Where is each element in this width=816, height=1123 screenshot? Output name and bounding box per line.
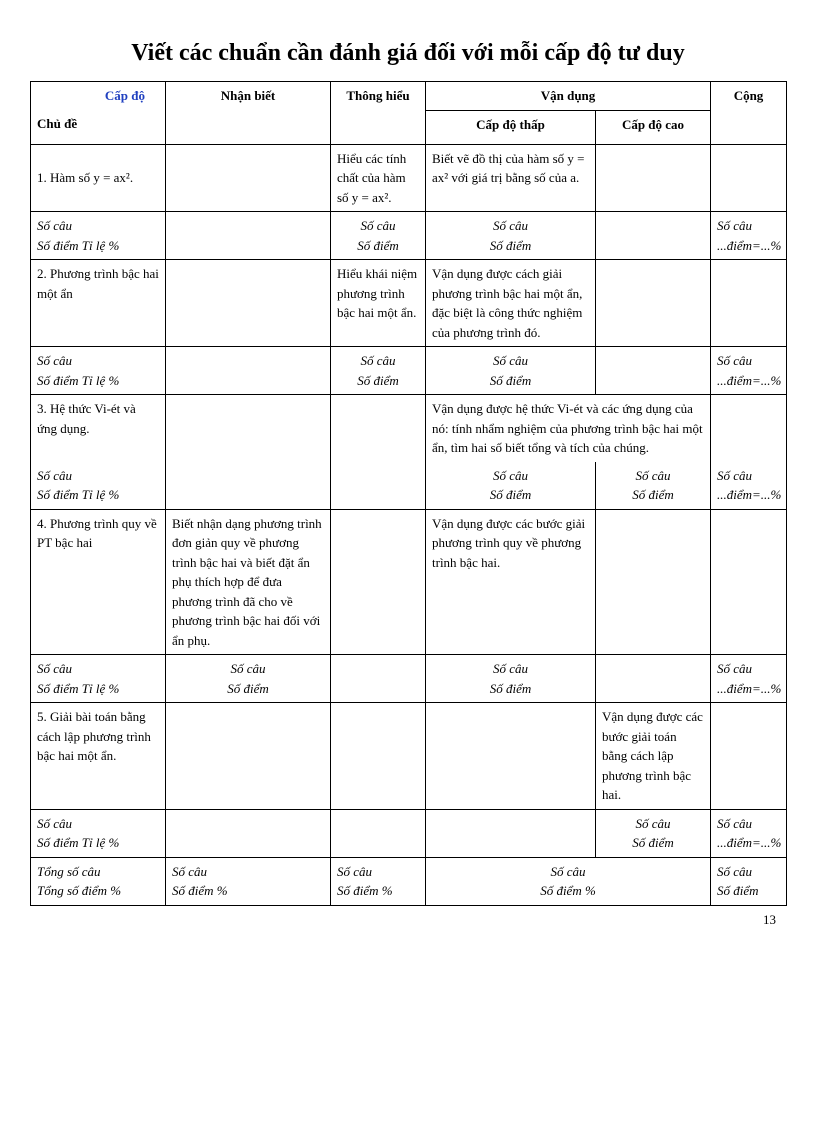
row1-th: Hiểu các tính chất của hàm số y = ax². [331,144,426,212]
row1-stat-left: Số câuSố điểm Tỉ lệ % [31,212,166,260]
row3-th [331,395,426,462]
row1-stat-cao [596,212,711,260]
row4-nb: Biết nhận dạng phương trình đơn giản quy… [166,509,331,655]
total-left: Tổng số câuTổng số điểm % [31,857,166,905]
row3-stat-cao: Số câuSố điểm [596,462,711,510]
page-number: 13 [30,912,786,928]
header-nhan-biet: Nhận biết [166,82,331,145]
row5-nb [166,703,331,810]
row2-stat-cong: Số câu...điểm=...% [711,347,787,395]
row3-nb [166,395,331,462]
row4-topic: 4. Phương trình quy về PT bậc hai [31,509,166,655]
row4-th [331,509,426,655]
header-van-dung: Vận dụng [426,82,711,111]
row5-stat-th [331,809,426,857]
header-cap-do: Cấp độ [31,82,166,111]
row4-stat-cong: Số câu...điểm=...% [711,655,787,703]
row2-stat-cao [596,347,711,395]
row5-cong [711,703,787,810]
row1-stat-th: Số câuSố điểm [331,212,426,260]
header-cong: Cộng [711,82,787,145]
row2-stat-th: Số câuSố điểm [331,347,426,395]
row3-stat-th [331,462,426,510]
row4-thap: Vận dụng được các bước giải phương trình… [426,509,596,655]
row1-stat-thap: Số câuSố điểm [426,212,596,260]
row2-stat-nb [166,347,331,395]
row1-topic: 1. Hàm số y = ax². [31,144,166,212]
total-cong: Số câuSố điểm [711,857,787,905]
row4-stat-cao [596,655,711,703]
row3-topic: 3. Hệ thức Vi-ét và ứng dụng. [31,395,166,462]
row1-cao [596,144,711,212]
row3-cong [711,395,787,462]
row3-stat-nb [166,462,331,510]
header-cap-do-cao: Cấp độ cao [596,110,711,144]
row4-stat-left: Số câuSố điểm Tỉ lệ % [31,655,166,703]
row5-cao: Vận dụng được các bước giải toán bằng cá… [596,703,711,810]
row4-cong [711,509,787,655]
total-th: Số câuSố điểm % [331,857,426,905]
assessment-table: Cấp độ Nhận biết Thông hiểu Vận dụng Cộn… [30,81,787,906]
row4-stat-th [331,655,426,703]
row1-nb [166,144,331,212]
row5-stat-cong: Số câu...điểm=...% [711,809,787,857]
row5-topic: 5. Giải bài toán bằng cách lập phương tr… [31,703,166,810]
row5-stat-left: Số câuSố điểm Tỉ lệ % [31,809,166,857]
row5-stat-cao: Số câuSố điểm [596,809,711,857]
row2-th: Hiểu khái niệm phương trình bậc hai một … [331,260,426,347]
row3-stat-thap: Số câuSố điểm [426,462,596,510]
row4-stat-thap: Số câuSố điểm [426,655,596,703]
row1-cong [711,144,787,212]
row2-thap: Vận dụng được cách giải phương trình bậc… [426,260,596,347]
row5-th [331,703,426,810]
total-vd: Số câuSố điểm % [426,857,711,905]
row2-cong [711,260,787,347]
row2-stat-left: Số câuSố điểm Tỉ lệ % [31,347,166,395]
row2-stat-thap: Số câuSố điểm [426,347,596,395]
header-cap-do-thap: Cấp độ thấp [426,110,596,144]
row2-nb [166,260,331,347]
row5-thap [426,703,596,810]
row1-thap: Biết vẽ đồ thị của hàm số y = ax² với gi… [426,144,596,212]
row2-cao [596,260,711,347]
row4-cao [596,509,711,655]
header-thong-hieu: Thông hiểu [331,82,426,145]
row3-stat-left: Số câuSố điểm Tỉ lệ % [31,462,166,510]
row2-topic: 2. Phương trình bậc hai một ẩn [31,260,166,347]
page-title: Viết các chuẩn cần đánh giá đối với mỗi … [30,40,786,67]
header-chu-de: Chủ đề [31,110,166,144]
row3-vd: Vận dụng được hệ thức Vi-ét và các ứng d… [426,395,711,462]
row5-stat-thap [426,809,596,857]
row1-stat-cong: Số câu...điểm=...% [711,212,787,260]
total-nb: Số câuSố điểm % [166,857,331,905]
row1-stat-nb [166,212,331,260]
row4-stat-nb: Số câuSố điểm [166,655,331,703]
row3-stat-cong: Số câu...điểm=...% [711,462,787,510]
row5-stat-nb [166,809,331,857]
